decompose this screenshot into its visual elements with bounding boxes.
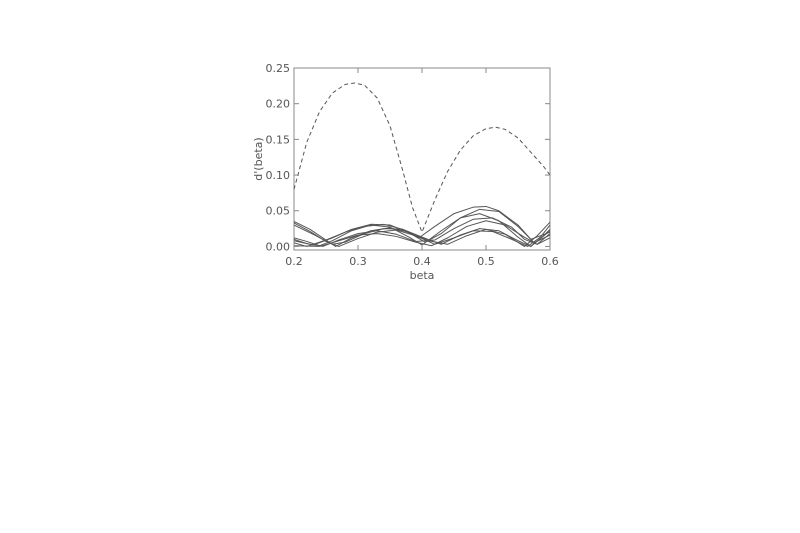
y-tick-label-5: 0.20: [266, 98, 291, 111]
series-line-7: [294, 205, 550, 247]
x-tick-label-3: 0.4: [413, 255, 431, 268]
plot-frame: [293, 67, 551, 251]
y-tick-label-2: 0.05: [266, 205, 291, 218]
series-line-5: [294, 213, 550, 247]
y-tick-label-6: 0.25: [266, 62, 291, 75]
x-tick-label-4: 0.5: [477, 255, 495, 268]
y-tick-label-1: 0.00: [266, 240, 291, 253]
x-tick-label-1: 0.2: [285, 255, 303, 268]
x-tick-label-5: 0.6: [541, 255, 559, 268]
y-tick-label-4: 0.15: [266, 133, 291, 146]
tick-layer: 0.2 0.3 0.4 0.5 0.6 0.00 0.05 0.10 0.15 0.20 0.25: [266, 62, 559, 268]
y-tick-label-3: 0.10: [266, 169, 291, 182]
series-line-1: [294, 82, 550, 233]
y-axis-label: d'(beta): [252, 137, 265, 180]
x-tick-label-2: 0.3: [349, 255, 367, 268]
series-layer: [294, 82, 550, 247]
x-axis-label: beta: [410, 269, 435, 282]
series-line-9: [294, 217, 550, 247]
